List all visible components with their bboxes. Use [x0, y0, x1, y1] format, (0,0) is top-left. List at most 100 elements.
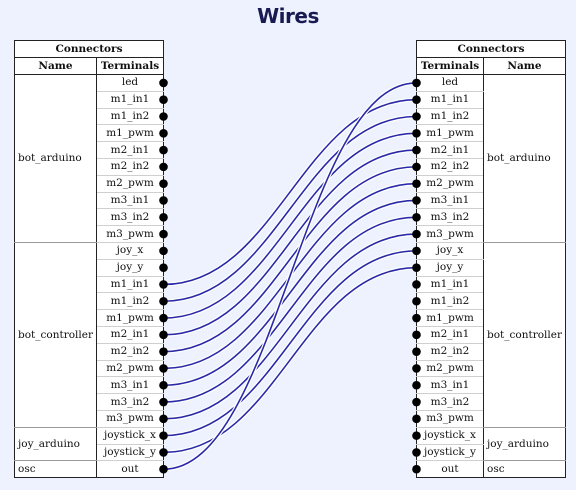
- terminal-row: m1_in2: [416, 292, 566, 311]
- terminal-pin: [412, 448, 421, 457]
- terminal-pin: [412, 330, 421, 340]
- terminal-label: m1_pwm: [416, 309, 484, 327]
- terminal-label: m2_in1: [96, 325, 164, 344]
- connector-name: bot_controller: [483, 242, 566, 428]
- terminal-label: joystick_x: [96, 426, 164, 445]
- terminal-pin: [412, 95, 421, 104]
- terminal-pin: [412, 179, 421, 188]
- terminal-pin: [159, 112, 168, 121]
- terminal-row: m2_pwm: [416, 174, 566, 193]
- terminal-pin: [412, 196, 421, 205]
- terminal-row: m2_in1: [15, 141, 164, 159]
- terminal-row: m1_in1: [416, 275, 566, 294]
- left-table-header: Connectors: [14, 40, 164, 58]
- connector-name: osc: [14, 460, 97, 479]
- wire: [163, 166, 417, 353]
- terminal-label: m1_pwm: [416, 124, 484, 143]
- terminal-pin: [412, 263, 421, 272]
- terminal-pin: [159, 364, 168, 373]
- terminal-pin: [159, 179, 168, 188]
- terminal-row: joy_x bot_controller: [416, 241, 566, 428]
- terminal-label: m2_pwm: [96, 359, 164, 378]
- terminal-pin: [412, 78, 421, 88]
- terminal-pin: [159, 296, 168, 306]
- terminal-label: joy_y: [96, 258, 164, 277]
- terminal-pin: [412, 313, 421, 323]
- terminal-pin: [412, 347, 421, 356]
- terminal-label: m3_pwm: [416, 225, 484, 243]
- terminal-row: m2_pwm: [15, 174, 164, 193]
- terminal-pin: [159, 128, 168, 138]
- terminal-row: bot_arduino led: [14, 74, 164, 243]
- right-col-terminals: Terminals: [416, 57, 484, 75]
- terminal-pin: [159, 397, 168, 407]
- terminal-row: osc out: [14, 460, 164, 479]
- wire: [163, 149, 417, 336]
- terminal-pin: [159, 313, 168, 323]
- terminal-label: m1_in2: [96, 292, 164, 311]
- terminal-pin: [412, 212, 421, 222]
- wire: [163, 233, 417, 420]
- wire: [163, 115, 417, 303]
- terminal-pin: [159, 246, 168, 256]
- terminal-row: m1_pwm: [416, 124, 566, 143]
- terminal-pin: [159, 380, 168, 390]
- terminal-label: m3_in2: [416, 208, 484, 227]
- terminal-pin: [159, 431, 168, 440]
- terminal-label: out: [96, 460, 164, 479]
- terminal-row: m3_in1: [15, 376, 164, 395]
- terminal-pin: [412, 145, 421, 155]
- connector-name: joy_arduino: [14, 427, 97, 462]
- terminal-pin: [159, 347, 168, 356]
- terminal-pin: [412, 162, 421, 172]
- terminal-pin: [412, 431, 421, 440]
- terminal-row: m2_pwm: [15, 359, 164, 378]
- terminal-pin: [412, 246, 421, 256]
- terminal-row: led bot_arduino: [416, 74, 566, 243]
- terminal-row: joystick_y: [416, 443, 566, 462]
- terminal-label: m1_pwm: [96, 309, 164, 327]
- terminal-pin: [412, 397, 421, 407]
- terminal-pin: [412, 364, 421, 373]
- terminal-label: m1_in2: [96, 107, 164, 126]
- wire: [163, 132, 417, 319]
- terminal-row: joystick_x joy_arduino: [416, 426, 566, 462]
- wire: [163, 250, 417, 437]
- terminal-label: m3_in1: [96, 191, 164, 210]
- terminal-pin: [159, 414, 168, 424]
- terminal-row: joy_y: [15, 258, 164, 277]
- terminal-row: m1_in2: [15, 107, 164, 126]
- terminal-pin: [159, 78, 168, 88]
- terminal-pin: [159, 196, 168, 205]
- terminal-pin: [159, 212, 168, 222]
- right-col-name: Name: [483, 57, 566, 75]
- terminal-row: m3_in2: [416, 208, 566, 227]
- terminal-row: m3_in1: [15, 191, 164, 210]
- terminal-pin: [412, 464, 421, 474]
- connector-name: bot_controller: [14, 242, 97, 428]
- terminal-label: m2_pwm: [96, 174, 164, 193]
- terminal-pin: [412, 380, 421, 390]
- terminal-label: m2_in1: [96, 141, 164, 159]
- terminal-row: m1_pwm: [416, 309, 566, 327]
- terminal-pin: [412, 280, 421, 289]
- wire: [163, 98, 417, 286]
- terminal-pin: [159, 330, 168, 340]
- terminal-pin: [159, 448, 168, 457]
- terminal-pin: [412, 128, 421, 138]
- terminal-pin: [412, 414, 421, 424]
- terminal-pin: [159, 145, 168, 155]
- diagram-title: Wires: [257, 4, 319, 28]
- terminal-pin: [159, 263, 168, 272]
- connector-name: osc: [483, 460, 566, 479]
- wire: [163, 82, 417, 471]
- connector-name: bot_arduino: [483, 74, 566, 243]
- wire: [163, 216, 417, 403]
- terminal-pin: [159, 464, 168, 474]
- connector-name: bot_arduino: [14, 74, 97, 243]
- terminal-pin: [159, 95, 168, 104]
- terminal-row: m2_in1: [15, 325, 164, 344]
- left-col-terminals: Terminals: [96, 57, 164, 75]
- terminal-label: m1_in2: [416, 292, 484, 311]
